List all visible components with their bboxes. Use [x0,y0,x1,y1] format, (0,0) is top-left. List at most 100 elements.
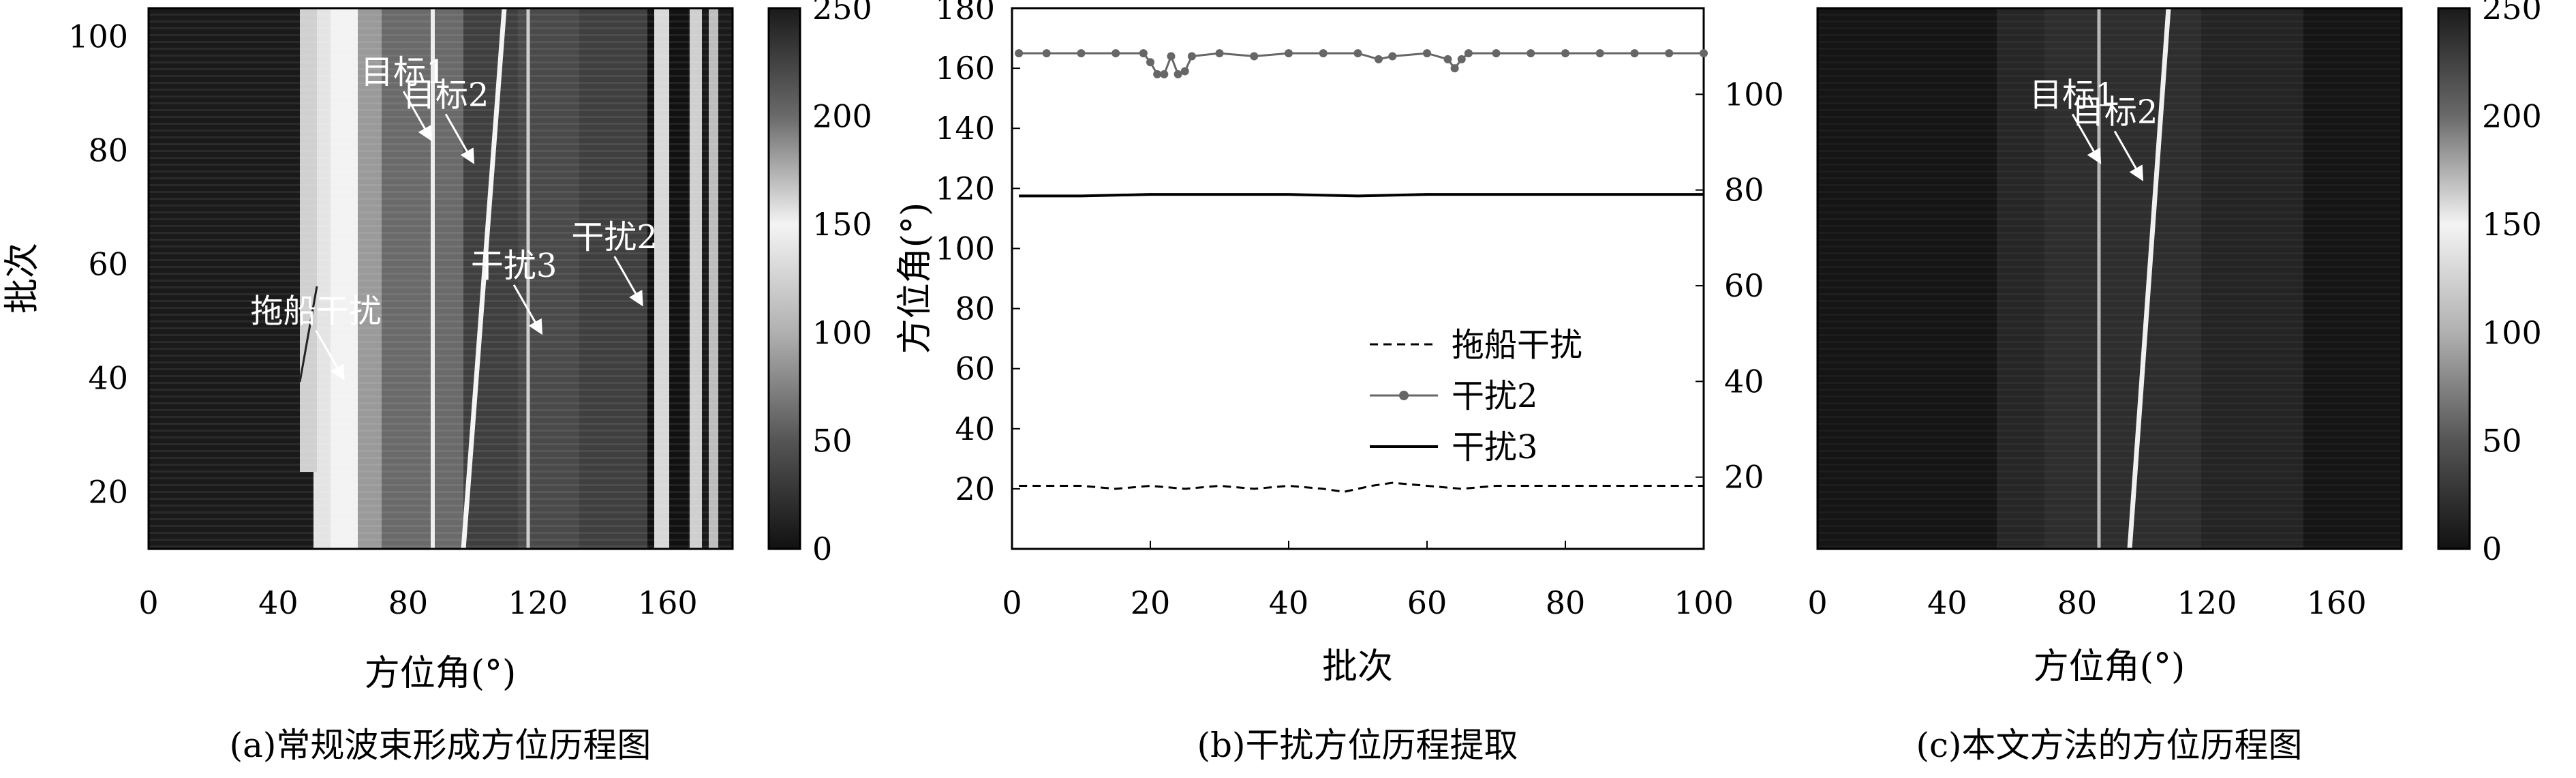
series-point [1160,70,1169,78]
series-point [1139,49,1148,58]
colorbar-a [767,7,801,550]
series-point [1250,52,1259,61]
series-point [1153,70,1162,78]
y-tick-label: 40 [955,410,995,447]
colorbar-tick-label: 0 [812,530,832,567]
series-point [1180,67,1189,76]
y-tick-label: 180 [935,0,995,27]
colorbar-tick-label: 150 [812,206,872,243]
annotation-arrow [444,113,475,164]
colorbar-tick-label: 250 [2482,0,2542,27]
x-ticks-a: 0 40 80 120 160 [138,584,697,621]
colorbar-tick-label: 250 [812,0,872,27]
y-tick-label: 20 [88,474,128,511]
series-point [1285,49,1293,58]
annotation-label: 拖船干扰 [251,293,382,331]
colorbar-tick-label: 100 [2482,314,2542,351]
y-tick-label: 140 [935,110,995,147]
annotation-arrow [512,284,543,335]
annotation-arrow [2113,130,2144,181]
x-axis-label-a: 方位角(°) [365,653,517,694]
series-lines-b [1015,49,1708,493]
series-point [1319,49,1328,58]
x-axis-label-b: 批次 [1322,646,1393,687]
series-line [1019,193,1704,198]
x-tick-label: 0 [1807,584,1827,621]
x-tick-label: 80 [388,584,429,621]
panel-b: 0 20 40 60 80 100 20 40 60 80 100 120 140 160 180 20 4… [895,0,1784,765]
legend-label: 拖船干扰 [1452,326,1582,364]
caption-a: (a)常规波束形成方位历程图 [230,725,651,765]
y-tick-label: 20 [955,470,995,507]
series-point [1187,52,1196,61]
x-axis-label-c: 方位角(°) [2034,646,2186,687]
annotation-label: 目标1 [2029,76,2116,114]
annotation-arrow [315,329,345,381]
x-ticks-b: 0 20 40 60 80 100 [1002,541,1734,621]
series-point [1111,49,1120,58]
series-point [1630,49,1639,58]
y-tick-label: 100 [935,230,995,267]
x-tick-label: 40 [1927,584,1967,621]
series-point [1561,49,1569,58]
colorbar-tick-label: 50 [2482,422,2522,459]
annotation-arrow [402,91,433,142]
series-line [1019,481,1704,493]
series-point [1665,49,1674,58]
caption-c: (c)本文方法的方位历程图 [1916,725,2302,765]
colorbar-tick-label: 150 [2482,206,2542,243]
legend-label: 干扰2 [1452,377,1538,415]
colorbar-ticks-a: 0 50 100 150 200 250 [812,0,872,567]
series-point [1388,52,1397,61]
caption-b: (b)干扰方位历程提取 [1197,725,1518,765]
annotation-label: 目标2 [403,76,489,114]
x-tick-label: 0 [1002,584,1022,621]
y-tick-label: 80 [88,132,128,169]
x-tick-label: 0 [138,584,158,621]
heatmap-c [1818,8,2402,550]
annotation-label: 干扰2 [571,218,658,256]
series-point [1443,55,1452,63]
annotation-arrow [613,256,643,307]
series-point [1374,55,1383,63]
y-tick-label: 100 [68,18,128,55]
y2-tick-label: 20 [1724,459,1764,496]
x-tick-label: 80 [2057,584,2098,621]
series-point [1215,49,1224,58]
y2-tick-label: 60 [1724,267,1764,304]
x-tick-label: 40 [258,584,298,621]
y2-tick-label: 100 [1724,76,1784,113]
x-tick-label: 120 [508,584,568,621]
x-tick-label: 40 [1269,584,1309,621]
series-point [1042,49,1051,58]
series-point [1595,49,1604,58]
series-point [1353,49,1362,58]
series-point [1167,52,1176,61]
series-point [1174,70,1182,78]
colorbar-tick-label: 50 [812,422,853,459]
heatmap-a [149,8,733,550]
y-tick-label: 120 [935,170,995,207]
series-point [1423,49,1431,58]
colorbar-c [2437,7,2471,550]
x-tick-label: 100 [1674,584,1734,621]
y-tick-label: 40 [88,360,128,397]
series-point [1464,49,1473,58]
x-tick-label: 120 [2177,584,2237,621]
plot-frame-c [1816,7,2403,550]
annotation-label: 目标1 [361,53,447,91]
y-tick-label: 80 [955,290,995,327]
series-point [1527,49,1535,58]
y-axis-label-b: 方位角(°) [895,203,936,355]
annotation-label: 目标2 [2072,93,2158,131]
y-tick-label: 160 [935,50,995,87]
legend-marker [1399,391,1409,400]
annotation-label: 干扰3 [471,247,557,285]
series-point [1146,58,1154,67]
plot-frame-a [147,7,734,550]
